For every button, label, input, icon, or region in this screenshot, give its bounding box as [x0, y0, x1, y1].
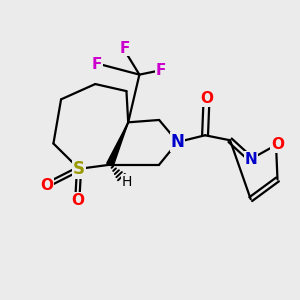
Text: N: N [244, 152, 257, 166]
Text: O: O [40, 178, 53, 193]
Text: H: H [122, 175, 132, 188]
Text: F: F [156, 63, 166, 78]
Text: S: S [73, 160, 85, 178]
Polygon shape [107, 122, 128, 166]
Text: N: N [171, 133, 184, 151]
Text: O: O [200, 91, 213, 106]
Text: O: O [71, 193, 84, 208]
Text: F: F [92, 57, 103, 72]
Text: F: F [120, 40, 130, 56]
Text: O: O [271, 137, 284, 152]
